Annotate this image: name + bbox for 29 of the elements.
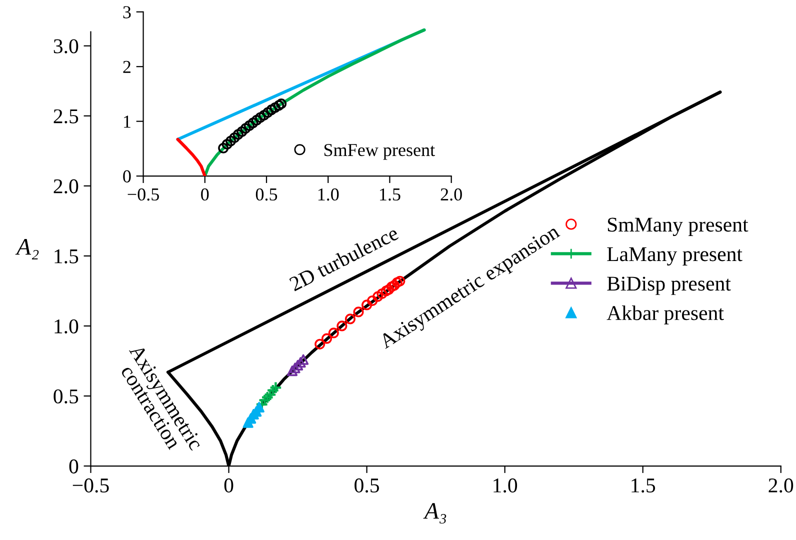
y-tick-label: 1.5 (54, 249, 78, 264)
x-tick-label: 1.0 (494, 478, 518, 493)
y-tick-label: 0 (123, 170, 131, 182)
x-tick-label: 0.5 (256, 188, 278, 201)
y-axis-title: A₂ (15, 239, 39, 260)
y-tick-label: 0 (69, 459, 78, 474)
x-tick-label: −0.5 (128, 188, 159, 201)
x-tick-label: 2.0 (768, 478, 794, 493)
legend-label: BiDisp present (607, 276, 731, 295)
legend-label: Akbar present (606, 305, 724, 324)
legend-label: SmFew present (324, 144, 435, 160)
x-tick-label: 1.5 (380, 188, 400, 201)
x-tick-label: 0 (201, 188, 209, 201)
x-tick-label: −0.5 (72, 478, 109, 493)
legend-label: SmMany present (608, 218, 748, 236)
y-tick-label: 2 (123, 60, 130, 73)
x-axis-title: A₃ (423, 503, 446, 524)
x-tick-label: 1.0 (318, 188, 339, 201)
x-tick-label: 0.5 (354, 478, 380, 493)
y-tick-label: 1.0 (54, 319, 78, 334)
x-tick-label: 0 (224, 478, 234, 492)
x-tick-label: 1.5 (632, 478, 656, 493)
y-tick-label: 3.0 (54, 39, 78, 54)
legend-label: LaMany present (607, 247, 742, 266)
y-tick-label: 2.5 (54, 109, 78, 124)
y-tick-label: 0.5 (54, 389, 78, 404)
x-tick-label: 2.0 (440, 188, 462, 201)
y-tick-label: 1 (124, 116, 130, 128)
y-tick-label: 3 (123, 6, 131, 18)
